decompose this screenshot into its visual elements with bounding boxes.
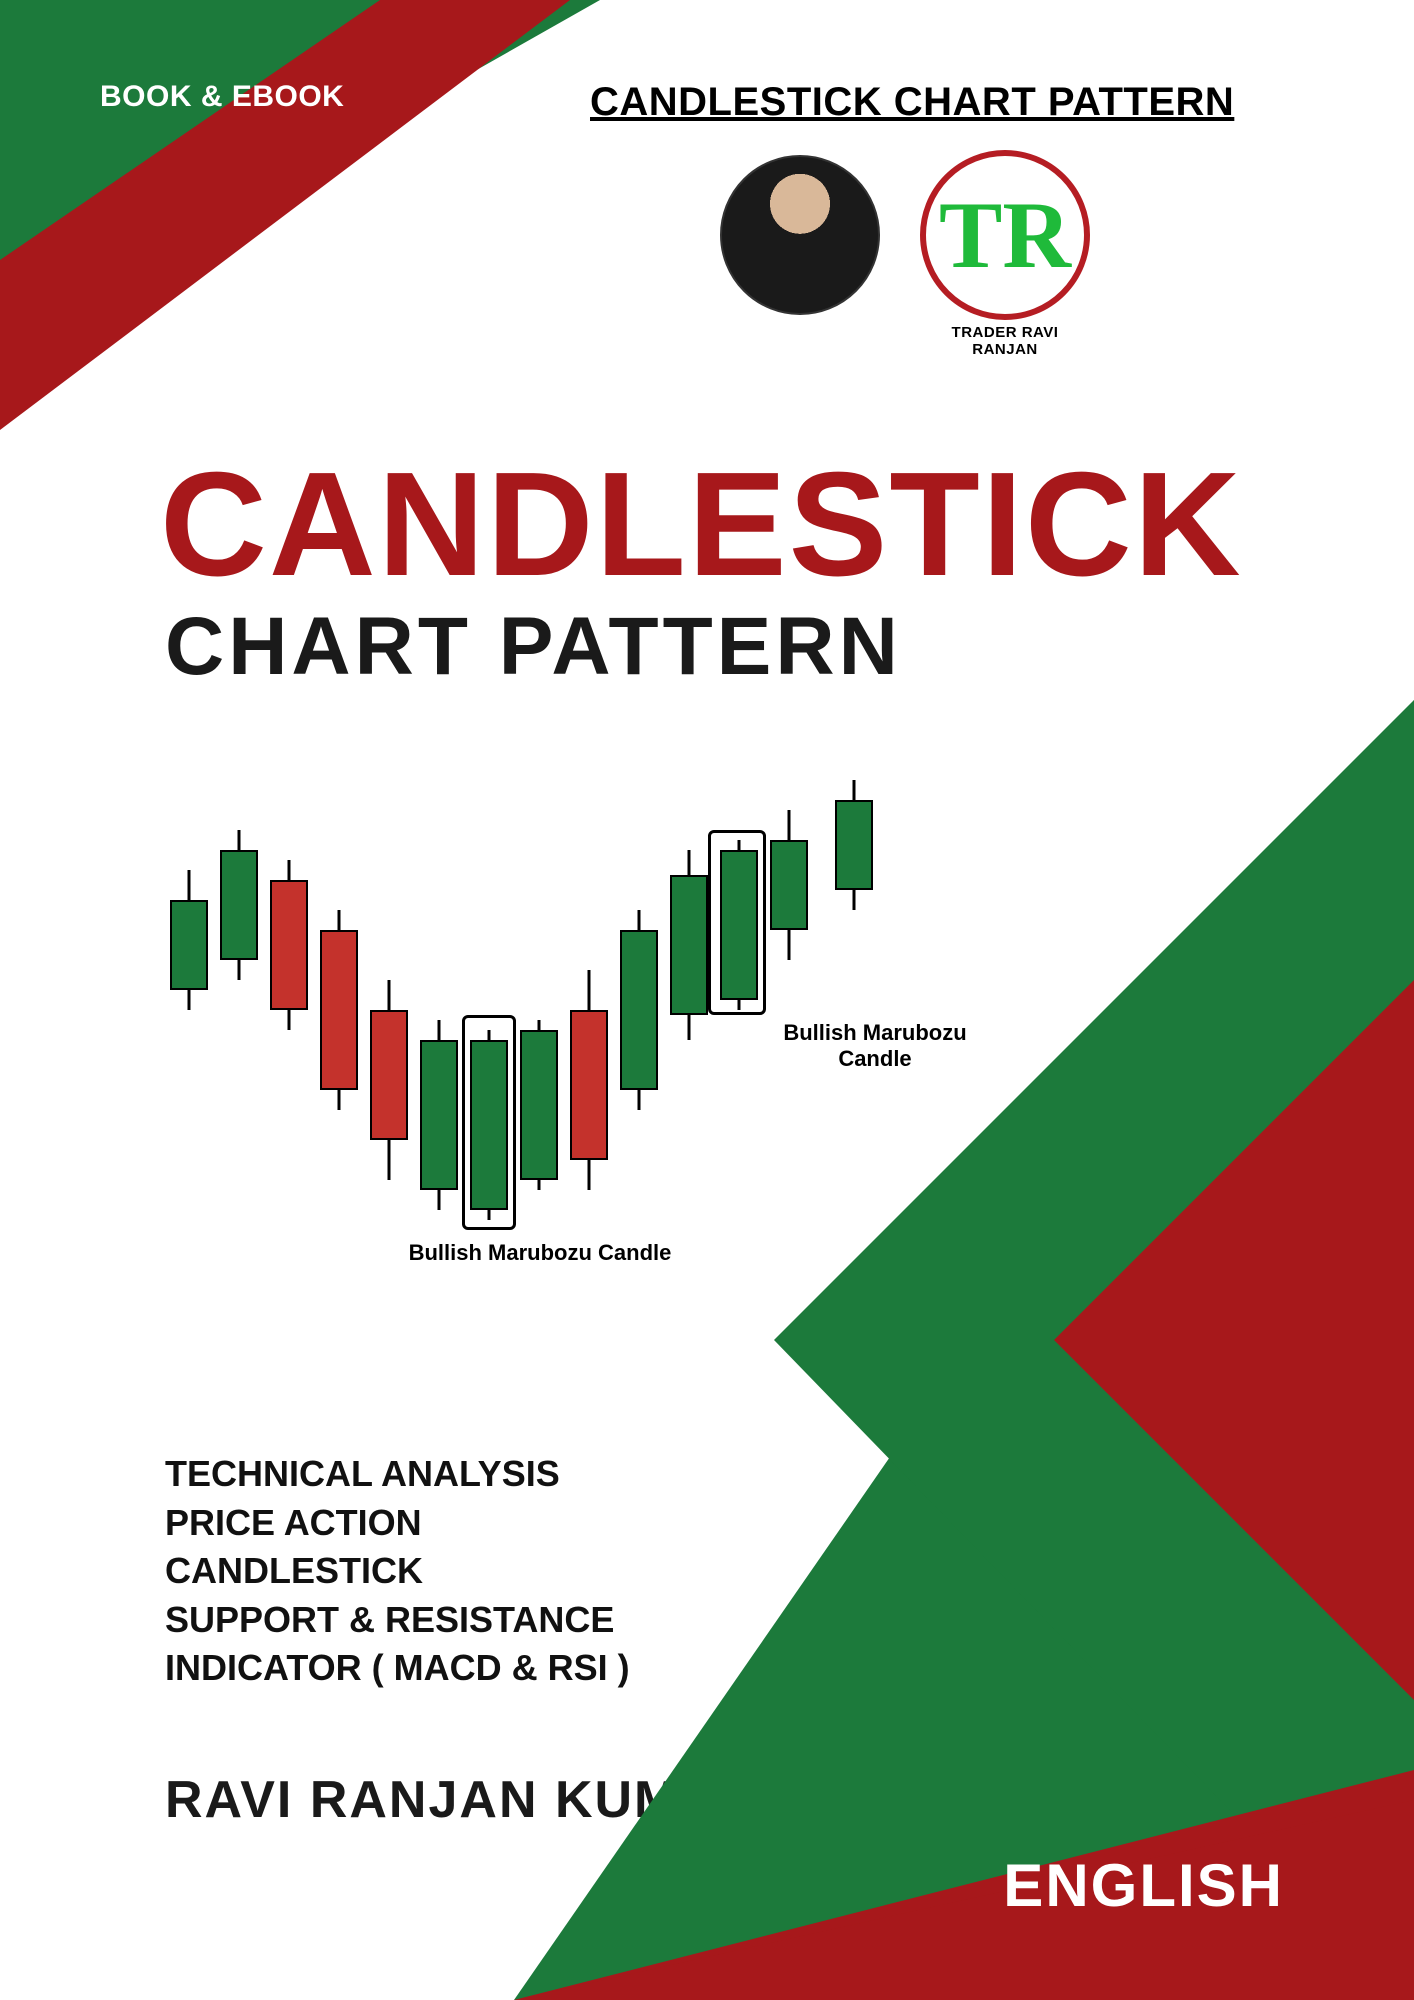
main-title: CANDLESTICK	[160, 440, 1243, 610]
bottom-right-shapes	[514, 700, 1414, 2000]
header-title: CANDLESTICK CHART PATTERN	[590, 80, 1234, 125]
candle	[220, 780, 258, 1340]
top-green-triangle	[0, 0, 600, 340]
author-avatar	[720, 155, 880, 315]
brand-logo: TR TRADER RAVI RANJAN	[920, 150, 1090, 358]
candle	[170, 780, 208, 1340]
language-label: ENGLISH	[1003, 1851, 1284, 1920]
candle	[320, 780, 358, 1340]
highlight-box	[462, 1015, 516, 1230]
sub-title: CHART PATTERN	[165, 600, 902, 694]
candle	[270, 780, 308, 1340]
logo-monogram: TR	[939, 188, 1071, 283]
book-ebook-label: BOOK & EBOOK	[100, 80, 344, 114]
logo-caption: TRADER RAVI RANJAN	[920, 324, 1090, 358]
